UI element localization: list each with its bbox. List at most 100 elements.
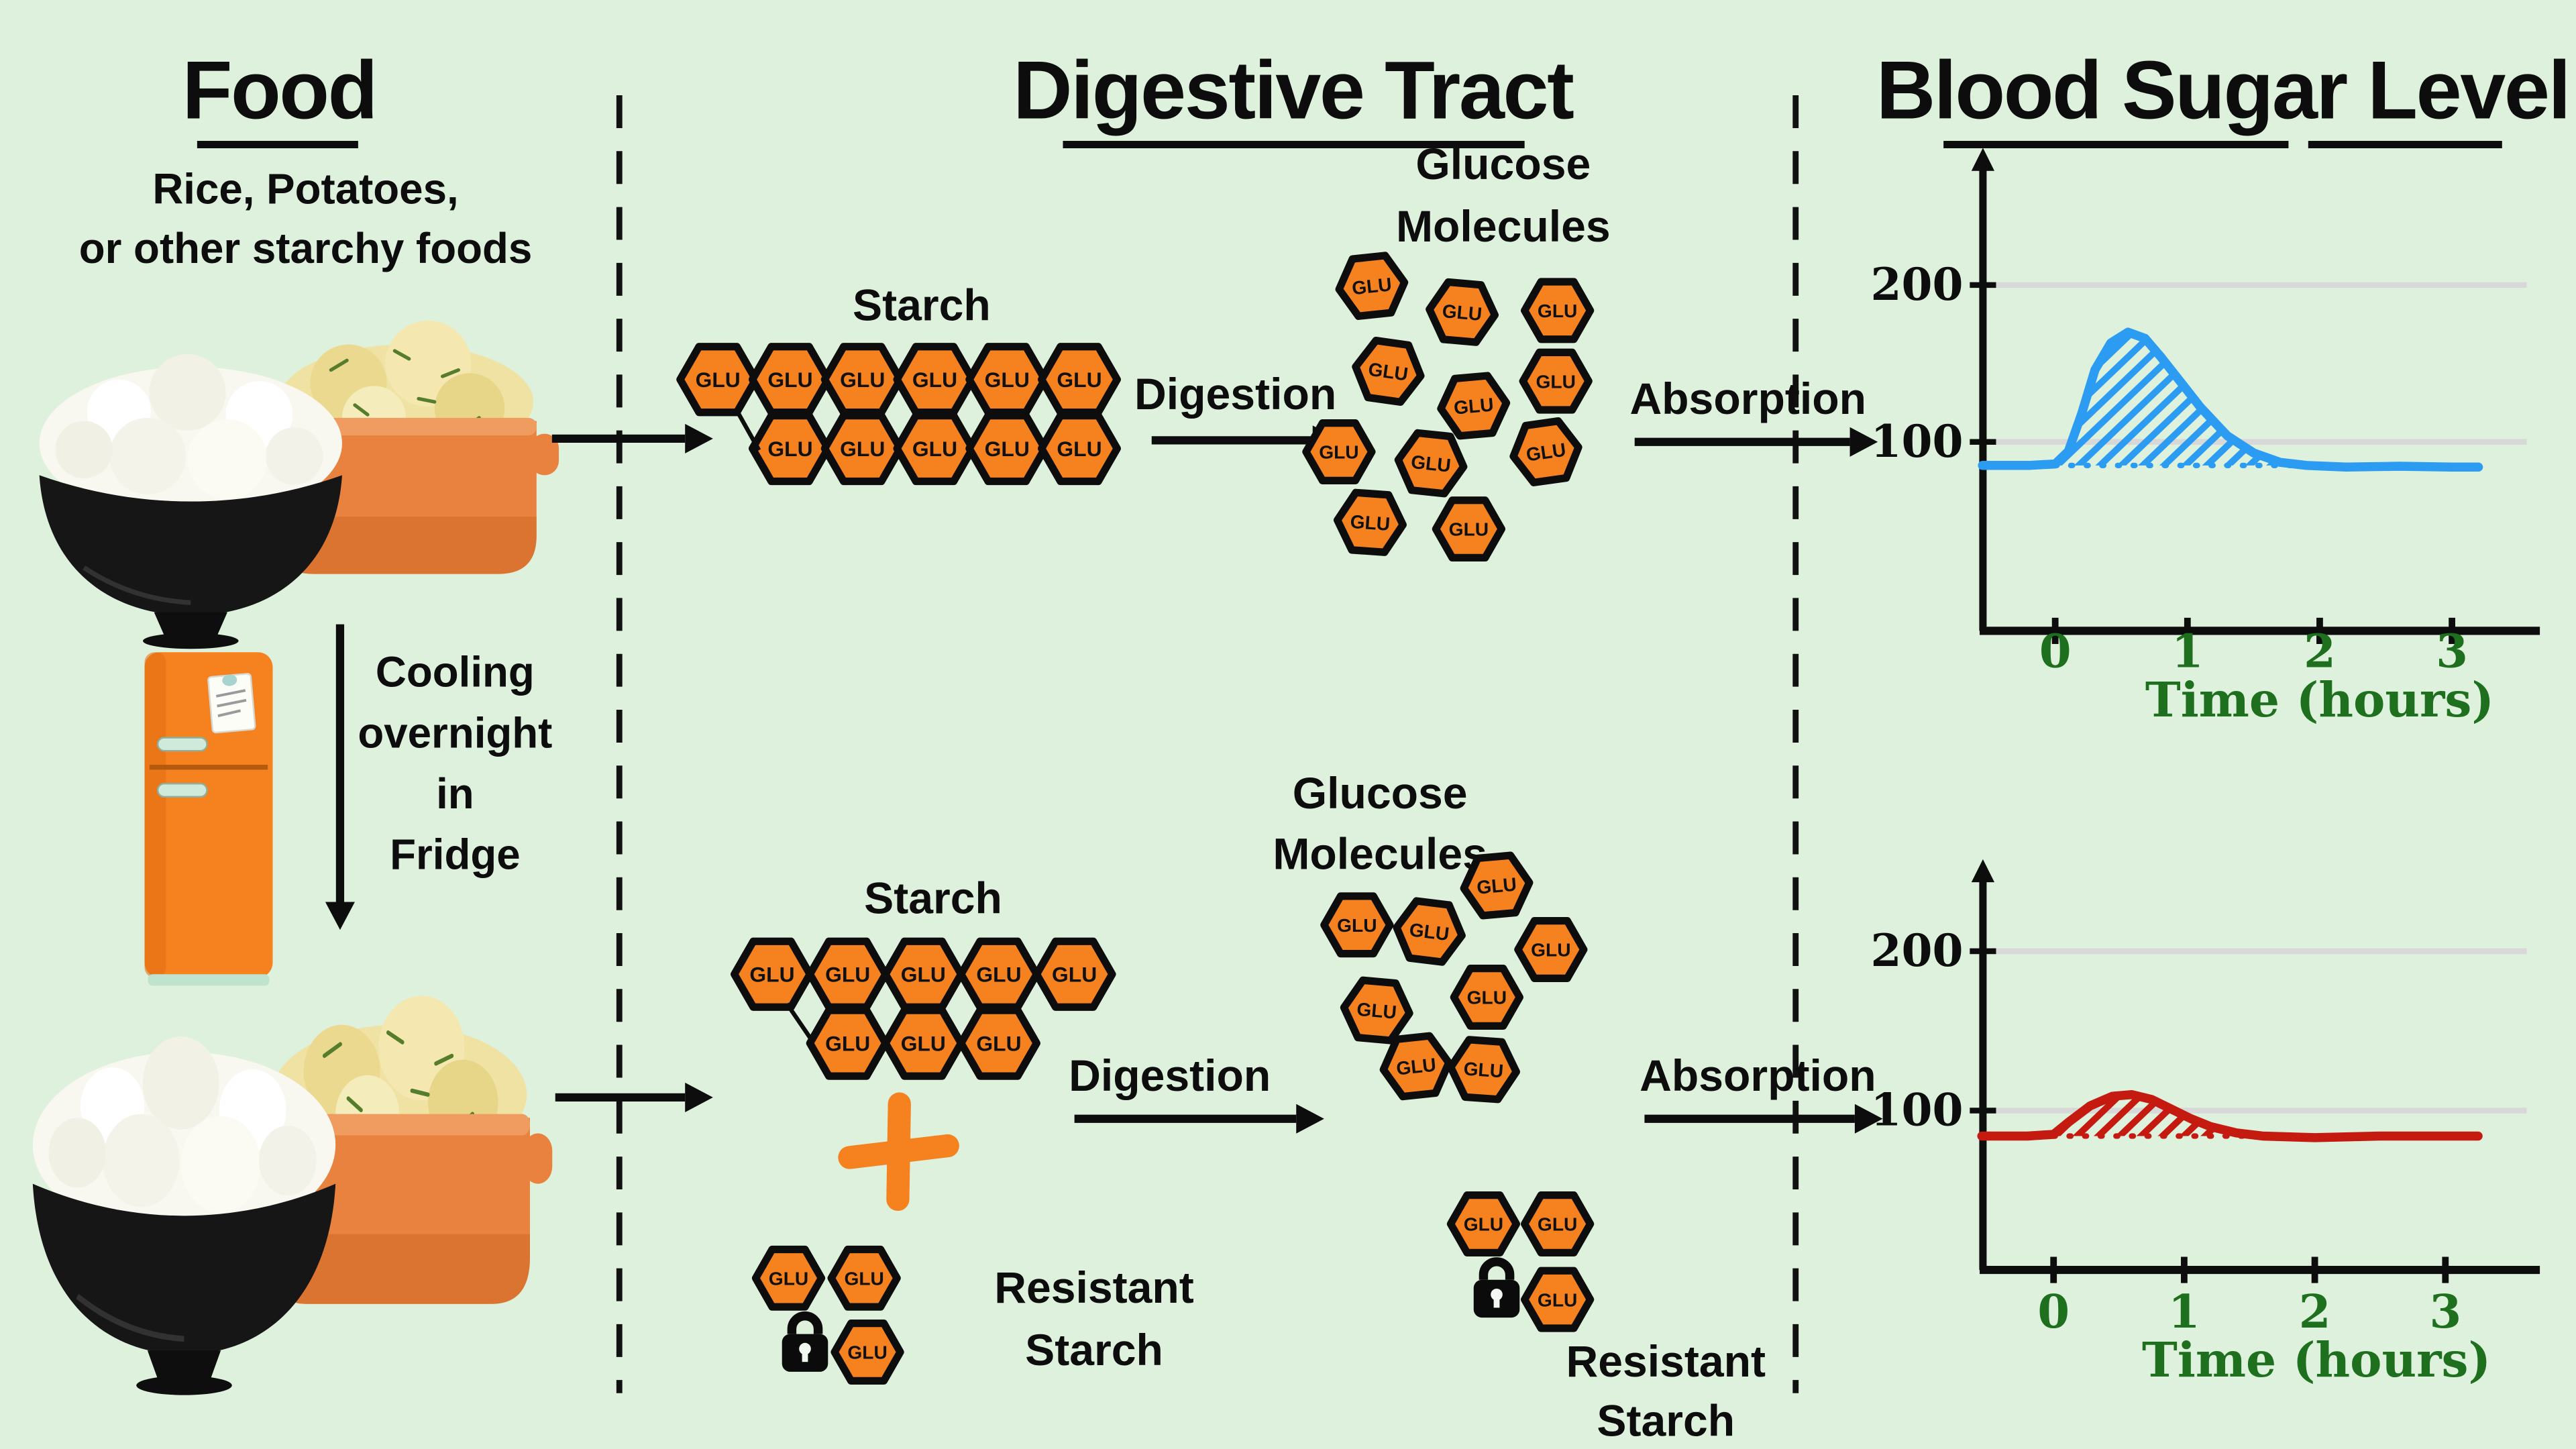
lock-icon [1473, 1257, 1520, 1318]
glu-hexagon: GLU [1038, 411, 1121, 486]
glu-hexagon: GLU [1032, 937, 1116, 1011]
fridge-icon [144, 652, 273, 986]
glu-hexagon: GLU [1432, 496, 1506, 562]
glu-hexagon-label: GLU [1350, 511, 1391, 535]
glu-hexagon: GLU [830, 1320, 904, 1385]
glu-hexagon: GLU [1379, 1032, 1453, 1101]
glu-hexagon-label: GLU [825, 963, 870, 987]
glu-hexagon-label: GLU [840, 368, 885, 392]
glu-hexagon: GLU [893, 411, 977, 486]
glu-hexagon: GLU [1446, 1036, 1520, 1104]
glu-hexagon-label: GLU [847, 1342, 887, 1363]
glu-hexagon-label: GLU [985, 437, 1030, 461]
glu-hexagon-label: GLU [1319, 442, 1358, 463]
glu-hexagon-label: GLU [1476, 874, 1517, 898]
food-photo-cooled [33, 996, 552, 1395]
glu-hexagon-label: GLU [1408, 919, 1450, 945]
header-food: Food [182, 44, 378, 149]
x-tick-label: 1 [2171, 625, 2204, 678]
glu-hexagon: GLU [1521, 1191, 1595, 1256]
y-axis-arrowhead [1971, 148, 1995, 171]
glu-hexagon-label: GLU [767, 437, 812, 461]
glu-hexagon-label: GLU [1536, 371, 1575, 392]
glu-hexagon-label: GLU [1467, 987, 1507, 1008]
plus-icon [838, 1092, 959, 1212]
starch-chain-cooked: GLU GLU GLU GLU GLU GLU GLU GLU GLU GLU GLU [676, 343, 1121, 486]
y-axis-arrowhead [1971, 859, 1995, 883]
glu-hexagon: GLU [820, 343, 904, 417]
glu-hexagon-label: GLU [749, 963, 794, 987]
hatch-line [2257, 332, 2291, 466]
blood-sugar-title: Blood Sugar Level [1876, 44, 2569, 136]
cooling-line4: Fridge [390, 831, 521, 879]
glu-hexagon: GLU [957, 937, 1040, 1011]
glu-hexagon: GLU [731, 937, 814, 1011]
glu-hexagon-label: GLU [1531, 940, 1570, 961]
header-blood-sugar: Blood Sugar Level [1876, 44, 2571, 149]
digestive-tract-title: Digestive Tract [1013, 44, 1574, 136]
food-photo-cooked [40, 321, 559, 649]
glu-hexagon: GLU [1038, 343, 1121, 417]
glu-hexagon-label: GLU [901, 963, 946, 987]
glu-hexagon-label: GLU [1052, 963, 1097, 987]
x-tick-label: 0 [2037, 1285, 2070, 1339]
glu-hexagon-label: GLU [1453, 394, 1495, 419]
glu-hexagon-label: GLU [901, 1032, 946, 1056]
food-to-starch-arrow-top [551, 423, 713, 453]
y-tick-label: 100 [1871, 415, 1964, 468]
resistant-starch-group-left: GLU GLU GLU [751, 1245, 904, 1385]
header-digestive-tract: Digestive Tract [1013, 44, 1576, 149]
hatch-line [2171, 332, 2291, 466]
glu-hexagon: GLU [827, 1245, 901, 1311]
glu-hexagon-label: GLU [1351, 274, 1393, 299]
glu-hexagon: GLU [806, 1006, 890, 1080]
glu-hexagon: GLU [1460, 851, 1534, 920]
glu-hexagon: GLU [1521, 1267, 1595, 1332]
x-tick-label: 2 [2304, 625, 2336, 678]
hatch-line [2055, 332, 2239, 466]
glu-hexagon-label: GLU [1538, 1289, 1577, 1310]
glu-hexagon-label: GLU [1337, 915, 1377, 936]
glu-hexagon: GLU [1514, 917, 1588, 983]
starch-label-top: Starch [853, 281, 991, 331]
hatch-line [2193, 332, 2291, 466]
glu-hexagon-label: GLU [767, 368, 812, 392]
x-axis-label: Time (hours) [2145, 672, 2494, 728]
digestion-label-bottom: Digestion [1069, 1051, 1271, 1101]
glu-hexagon-label: GLU [1057, 368, 1102, 392]
y-tick-label: 100 [1871, 1084, 1964, 1136]
absorption-label-top: Absorption [1629, 374, 1866, 424]
glu-hexagon: GLU [676, 343, 760, 417]
cooling-line1: Cooling [376, 649, 535, 696]
glu-hexagon: GLU [1426, 278, 1499, 346]
resistant-starch-label-right-line2: Starch [1597, 1396, 1735, 1446]
glu-hexagon-label: GLU [1410, 451, 1452, 476]
glu-hexagon: GLU [1302, 419, 1376, 484]
glucose-title-bottom-line2: Molecules [1273, 830, 1487, 879]
y-tick-label: 200 [1871, 258, 1964, 311]
food-title: Food [182, 44, 376, 136]
glu-hexagon: GLU [893, 343, 977, 417]
glu-hexagon: GLU [1335, 252, 1409, 320]
glu-hexagon: GLU [1340, 976, 1413, 1044]
glu-hexagon: GLU [965, 411, 1049, 486]
starch-chain-cooled: GLU GLU GLU GLU GLU GLU GLU GLU [731, 937, 1116, 1080]
glu-hexagon-label: GLU [912, 437, 957, 461]
glu-hexagon: GLU [751, 1245, 826, 1311]
glu-hexagon: GLU [806, 937, 890, 1011]
glu-hexagon-label: GLU [825, 1032, 870, 1056]
hatch-line [2259, 965, 2448, 1146]
chain-branch-line [734, 408, 761, 451]
cooling-line2: overnight [358, 709, 552, 757]
absorption-arrow-top [1634, 427, 1878, 457]
glu-hexagon-label: GLU [985, 368, 1030, 392]
glu-hexagon-label: GLU [976, 963, 1021, 987]
glu-hexagon-label: GLU [840, 437, 885, 461]
glu-hexagon: GLU [1521, 278, 1595, 343]
hatch-line [2236, 332, 2291, 466]
absorption-arrow-bottom [1644, 1104, 1883, 1134]
glucose-title-top-line1: Glucose [1415, 140, 1591, 189]
